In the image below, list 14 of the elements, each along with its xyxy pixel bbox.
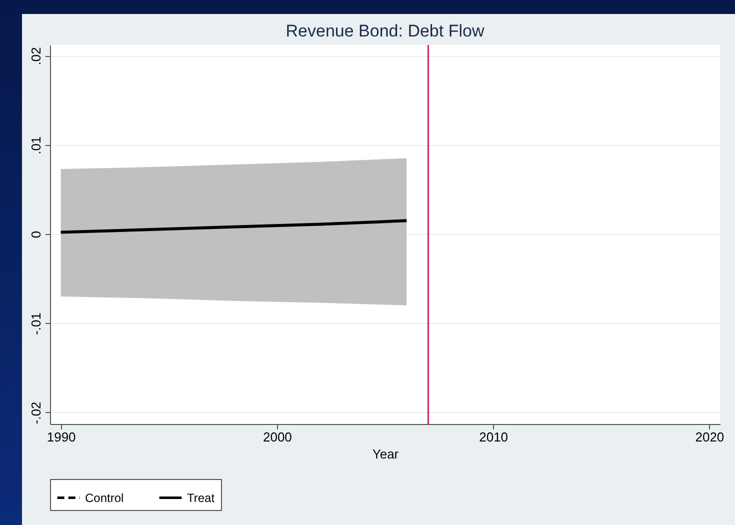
- y-tick-label: .01: [28, 136, 44, 154]
- x-tick-label: 1990: [46, 430, 76, 444]
- x-tick-label: 2000: [262, 430, 292, 444]
- y-tick-label: -.01: [28, 312, 44, 335]
- legend-label: Treat: [187, 490, 216, 505]
- x-axis-title: Year: [372, 446, 400, 462]
- y-tick-label: .02: [28, 47, 44, 66]
- chart-title: Revenue Bond: Debt Flow: [286, 21, 485, 40]
- y-tick-label: 0: [28, 230, 44, 238]
- x-tick-label: 2010: [479, 430, 508, 444]
- line-series: [59, 219, 408, 234]
- x-tick-label: 2020: [695, 430, 724, 444]
- legend-label: Control: [85, 490, 124, 505]
- y-tick-label: -.02: [28, 402, 44, 424]
